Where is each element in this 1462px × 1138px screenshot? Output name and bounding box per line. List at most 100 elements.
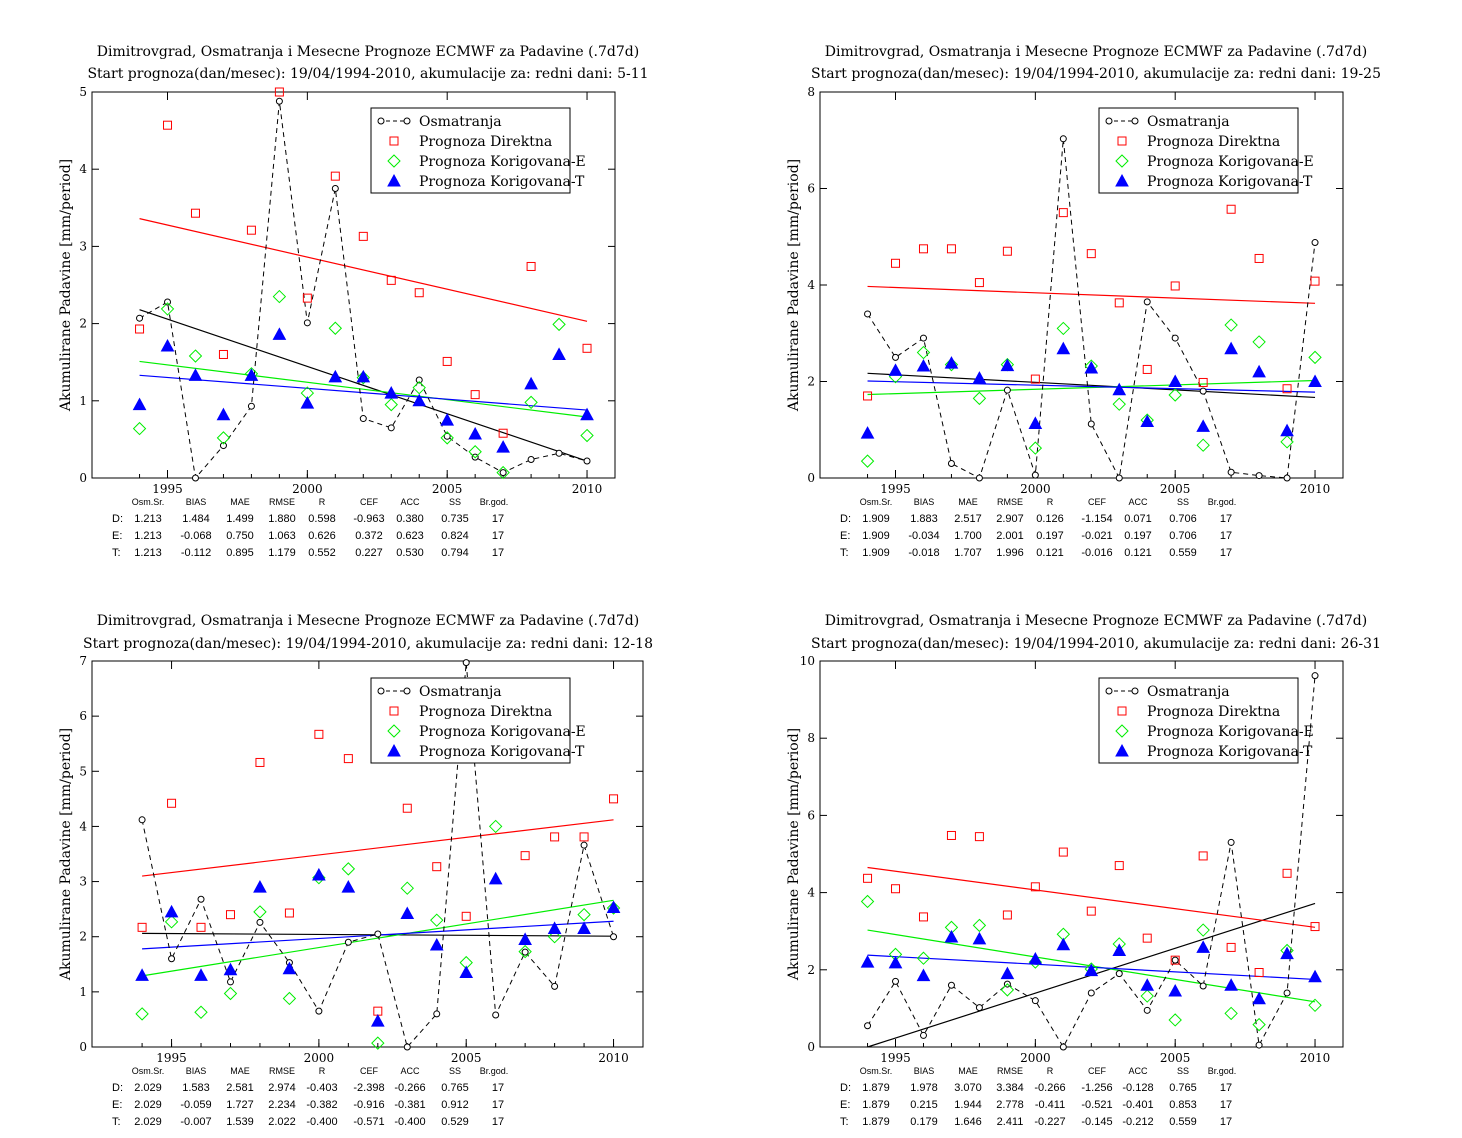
x-tick-label: 2000 xyxy=(292,482,323,496)
data-point-triangle xyxy=(341,880,356,893)
data-point-square xyxy=(386,275,396,285)
data-point-diamond xyxy=(1280,435,1294,449)
chart-title: Dimitrovgrad, Osmatranja i Mesecne Progn… xyxy=(97,44,639,60)
data-point-circle xyxy=(521,948,529,956)
data-point-triangle xyxy=(440,413,455,426)
stats-value: 1.499 xyxy=(226,513,254,525)
data-point-triangle xyxy=(1168,983,1183,997)
data-point-diamond xyxy=(1196,923,1210,937)
data-point-triangle xyxy=(253,880,267,893)
stats-header: Osm.Sr. xyxy=(860,497,893,507)
data-point-square xyxy=(609,794,619,804)
data-point-triangle xyxy=(1028,416,1043,429)
data-point-triangle xyxy=(1168,374,1183,387)
data-point-circle xyxy=(919,1031,927,1039)
data-point-diamond xyxy=(496,465,510,480)
data-point-triangle xyxy=(1196,419,1211,432)
y-tick-label: 4 xyxy=(807,278,815,292)
stats-header: Br.god. xyxy=(1208,1066,1237,1076)
data-point-circle xyxy=(1311,672,1319,680)
data-point-square xyxy=(1226,942,1236,952)
data-point-triangle xyxy=(412,393,427,407)
data-point-triangle xyxy=(1196,940,1211,953)
stats-value: 2.411 xyxy=(997,1116,1024,1128)
legend-label: Prognoza Korigovana-E xyxy=(419,724,586,740)
data-point-square xyxy=(1030,374,1040,384)
legend-marker-diamond xyxy=(1115,724,1129,738)
x-tick-label: 2000 xyxy=(304,1051,335,1065)
data-point-square xyxy=(218,349,228,359)
data-point-square xyxy=(1086,906,1096,916)
data-point-square xyxy=(302,293,312,303)
stats-header: Br.god. xyxy=(1208,497,1237,507)
data-point-diamond xyxy=(468,445,482,459)
stats-header: CEF xyxy=(360,1066,379,1076)
stats-value: 0.529 xyxy=(441,1116,469,1128)
stats-table: Osm.Sr. BIAS MAE RMSE R CEF ACC SS Br.god. D: 1.87… xyxy=(840,1066,1236,1128)
stats-value: -0.068 xyxy=(180,530,211,542)
data-point-circle xyxy=(315,1007,323,1015)
legend-label: Prognoza Korigovana-T xyxy=(1147,744,1313,760)
data-point-circle xyxy=(164,298,172,306)
data-point-circle xyxy=(1143,298,1151,306)
legend-label: Osmatranja xyxy=(1147,114,1230,130)
data-point-triangle xyxy=(944,356,959,369)
stats-value: 1.978 xyxy=(910,1082,938,1094)
trend-line-2 xyxy=(139,218,588,322)
data-point-circle xyxy=(551,982,559,990)
stats-value: 1.996 xyxy=(996,547,1024,559)
data-point-circle xyxy=(1255,472,1263,480)
data-point-diamond xyxy=(188,349,203,363)
stats-value: 1.909 xyxy=(862,513,890,525)
legend-marker-diamond xyxy=(1115,154,1129,168)
data-point-diamond xyxy=(1252,335,1266,349)
stats-value: 2.974 xyxy=(268,1082,296,1094)
y-tick-label: 5 xyxy=(79,764,87,778)
data-point-square xyxy=(358,231,368,241)
data-point-circle xyxy=(555,449,563,457)
stats-header: Br.god. xyxy=(480,1066,509,1076)
stats-header: R xyxy=(1047,1066,1054,1076)
stats-value: 0.794 xyxy=(441,547,469,559)
data-point-triangle xyxy=(272,327,287,340)
stats-header: R xyxy=(319,1066,326,1076)
data-point-triangle xyxy=(468,426,483,440)
data-point-triangle xyxy=(916,968,931,982)
data-point-circle xyxy=(499,469,507,477)
legend-marker-diamond xyxy=(387,154,401,168)
legend-marker-triangle xyxy=(1115,743,1129,757)
data-point-diamond xyxy=(1308,998,1322,1013)
stats-value: 1.646 xyxy=(954,1116,982,1128)
x-tick-label: 2005 xyxy=(432,482,463,496)
data-point-triangle xyxy=(496,440,510,453)
stats-value: 1.707 xyxy=(954,547,982,559)
stats-value: 2.581 xyxy=(226,1082,254,1094)
stats-header: RMSE xyxy=(269,497,295,507)
data-point-diamond xyxy=(577,907,591,922)
data-point-circle xyxy=(1311,239,1319,247)
data-point-diamond xyxy=(1000,983,1015,997)
stats-value: 17 xyxy=(492,1116,504,1128)
data-point-triangle xyxy=(1084,360,1099,374)
data-point-triangle xyxy=(518,932,532,945)
data-point-square xyxy=(1114,861,1124,871)
data-point-square xyxy=(1310,276,1320,286)
stats-header: ACC xyxy=(1128,1066,1148,1076)
data-point-circle xyxy=(1059,1043,1067,1051)
legend-marker-circle xyxy=(1131,687,1139,695)
stats-value: 1.879 xyxy=(862,1099,890,1111)
stats-header: R xyxy=(319,497,326,507)
data-point-circle xyxy=(1059,135,1067,143)
data-point-circle xyxy=(344,938,352,946)
stats-value: -2.398 xyxy=(353,1082,384,1094)
stats-value: 0.179 xyxy=(910,1116,938,1128)
stats-value: 2.234 xyxy=(268,1099,296,1111)
legend-marker-circle xyxy=(377,117,385,125)
stats-value: 1.179 xyxy=(268,547,296,559)
stats-value: 17 xyxy=(1220,1082,1232,1094)
y-axis-label: Akumulirane Padavine [mm/period] xyxy=(58,159,74,412)
data-point-triangle xyxy=(1280,946,1294,960)
data-point-circle xyxy=(492,1011,500,1019)
y-tick-label: 2 xyxy=(807,963,815,977)
y-tick-label: 4 xyxy=(79,162,87,176)
